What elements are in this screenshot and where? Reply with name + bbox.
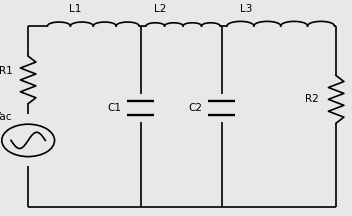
Text: Vac: Vac: [0, 112, 12, 122]
Text: R2: R2: [305, 94, 319, 104]
Text: L1: L1: [69, 4, 82, 14]
Text: C1: C1: [107, 103, 121, 113]
Text: R1: R1: [0, 66, 12, 76]
Text: C2: C2: [188, 103, 202, 113]
Text: L2: L2: [154, 4, 166, 14]
Text: L3: L3: [240, 4, 253, 14]
